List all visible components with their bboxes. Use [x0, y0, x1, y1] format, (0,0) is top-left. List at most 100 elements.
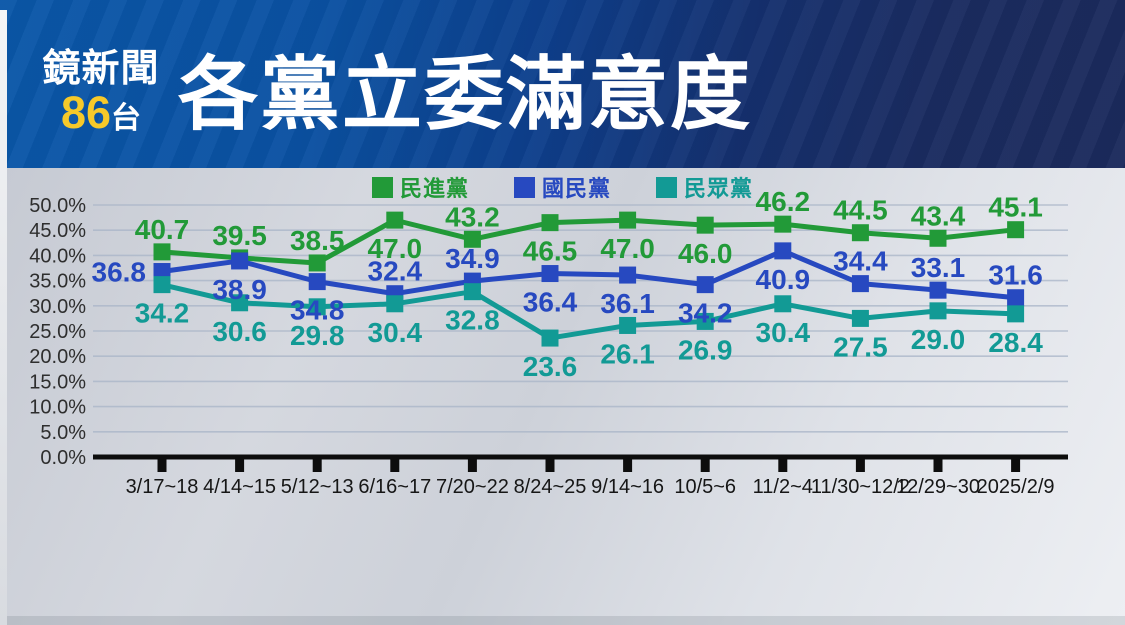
x-tick-label: 5/12~13 [281, 476, 354, 498]
data-label-dpp: 39.5 [212, 220, 267, 251]
data-label-kmt: 36.8 [92, 257, 147, 288]
data-label-tpp: 23.6 [523, 351, 578, 382]
data-point-tpp [696, 312, 714, 330]
data-point-kmt [929, 281, 947, 299]
x-tick [855, 457, 865, 472]
data-point-dpp [1007, 221, 1025, 239]
data-label-tpp: 29.8 [290, 320, 345, 351]
y-tick-label: 10.0% [29, 397, 86, 419]
y-tick-label: 40.0% [29, 245, 86, 267]
data-point-dpp [541, 214, 559, 232]
data-point-tpp [929, 302, 947, 320]
data-label-dpp: 44.5 [833, 195, 888, 226]
data-point-dpp [929, 229, 947, 247]
data-point-tpp [463, 283, 481, 301]
data-label-dpp: 47.0 [368, 233, 423, 264]
legend-item-tpp: 民眾黨 [656, 171, 753, 203]
data-label-dpp: 46.0 [678, 238, 733, 269]
data-label-kmt: 40.9 [756, 264, 811, 295]
x-tick-label: 2025/2/9 [977, 476, 1055, 498]
data-label-kmt: 38.9 [212, 274, 267, 305]
y-tick-label: 35.0% [29, 271, 86, 293]
data-label-tpp: 28.4 [988, 327, 1043, 358]
data-label-kmt: 32.4 [368, 256, 423, 287]
data-label-tpp: 32.8 [445, 305, 500, 336]
header-band: 鏡新聞 86台 各黨立委滿意度 [0, 0, 1125, 168]
data-label-dpp: 47.0 [600, 233, 655, 264]
channel-suffix: 台 [111, 102, 142, 135]
data-point-kmt [619, 266, 637, 284]
data-point-dpp [619, 211, 637, 229]
x-tick [390, 457, 400, 472]
data-point-tpp [153, 276, 171, 294]
satisfaction-line-chart: 0.0% 5.0% 10.0% 15.0% 20.0% 25.0% 30.0% 35.0% 40… [29, 186, 1068, 498]
data-label-kmt: 34.2 [678, 298, 733, 329]
data-label-tpp: 27.5 [833, 331, 888, 362]
data-point-tpp [231, 294, 249, 312]
series-line-dpp [159, 217, 1019, 266]
data-point-kmt [774, 242, 792, 260]
page-title: 各黨立委滿意度 [178, 47, 752, 141]
data-point-dpp [774, 215, 792, 233]
y-tick-label: 25.0% [29, 321, 86, 343]
data-point-tpp [774, 295, 792, 313]
data-label-dpp: 46.2 [756, 186, 811, 217]
legend-swatch-kmt [514, 176, 536, 198]
x-tick-label: 12/29~30 [896, 476, 980, 498]
data-label-dpp: 43.2 [445, 201, 500, 232]
legend-label-tpp: 民眾黨 [684, 176, 754, 201]
data-label-kmt: 34.8 [290, 295, 345, 326]
y-tick-label: 45.0% [29, 220, 86, 242]
data-label-dpp: 46.5 [523, 236, 578, 267]
series-line-tpp [159, 282, 1019, 341]
x-tick-label: 3/17~18 [126, 476, 199, 498]
data-point-kmt [851, 275, 869, 293]
legend-item-dpp: 民進黨 [372, 171, 469, 203]
x-tick-label: 8/24~25 [514, 476, 587, 498]
y-tick-label: 0.0% [40, 447, 86, 469]
x-tick [700, 457, 710, 472]
data-label-kmt: 34.4 [833, 246, 888, 277]
y-tick-label: 50.0% [29, 195, 86, 217]
data-point-dpp [386, 211, 404, 229]
data-label-kmt: 31.6 [988, 260, 1043, 291]
data-label-tpp: 30.4 [368, 317, 423, 348]
bottom-shade [0, 616, 1125, 625]
x-tick [1011, 457, 1021, 472]
data-point-kmt [153, 263, 171, 281]
data-point-kmt [231, 252, 249, 270]
chart-area: 民進黨 國民黨 民眾黨 0.0% 5.0% 10.0% 15.0% 20.0% 25.0% 30… [0, 168, 1125, 625]
data-point-tpp [308, 298, 326, 316]
data-point-tpp [1007, 305, 1025, 323]
data-point-tpp [386, 295, 404, 313]
y-tick-label: 30.0% [29, 296, 86, 318]
data-point-kmt [1007, 289, 1025, 307]
x-tick-label: 6/16~17 [358, 476, 431, 498]
x-tick-label: 10/5~6 [674, 476, 736, 498]
data-label-kmt: 34.9 [445, 243, 500, 274]
data-point-dpp [153, 243, 171, 261]
x-tick [545, 457, 555, 472]
data-point-kmt [308, 273, 326, 291]
data-point-kmt [696, 276, 714, 294]
data-label-dpp: 38.5 [290, 225, 345, 256]
y-tick-label: 15.0% [29, 371, 86, 393]
data-label-tpp: 26.1 [600, 338, 655, 369]
data-label-dpp: 45.1 [988, 192, 1043, 223]
legend-label-kmt: 國民黨 [542, 176, 612, 201]
data-label-tpp: 26.9 [678, 334, 733, 365]
legend-label-dpp: 民進黨 [400, 176, 470, 201]
y-tick-label: 20.0% [29, 346, 86, 368]
x-tick [157, 457, 167, 472]
legend-swatch-dpp [372, 176, 393, 198]
data-label-kmt: 33.1 [911, 252, 966, 283]
data-point-dpp [463, 230, 481, 248]
x-tick-label: 7/20~22 [436, 476, 509, 498]
data-point-dpp [696, 216, 714, 234]
data-point-tpp [541, 329, 559, 347]
data-point-kmt [541, 265, 559, 283]
data-point-tpp [851, 309, 869, 327]
x-tick [778, 457, 788, 472]
x-tick [467, 457, 477, 472]
data-label-tpp: 34.2 [135, 298, 190, 329]
